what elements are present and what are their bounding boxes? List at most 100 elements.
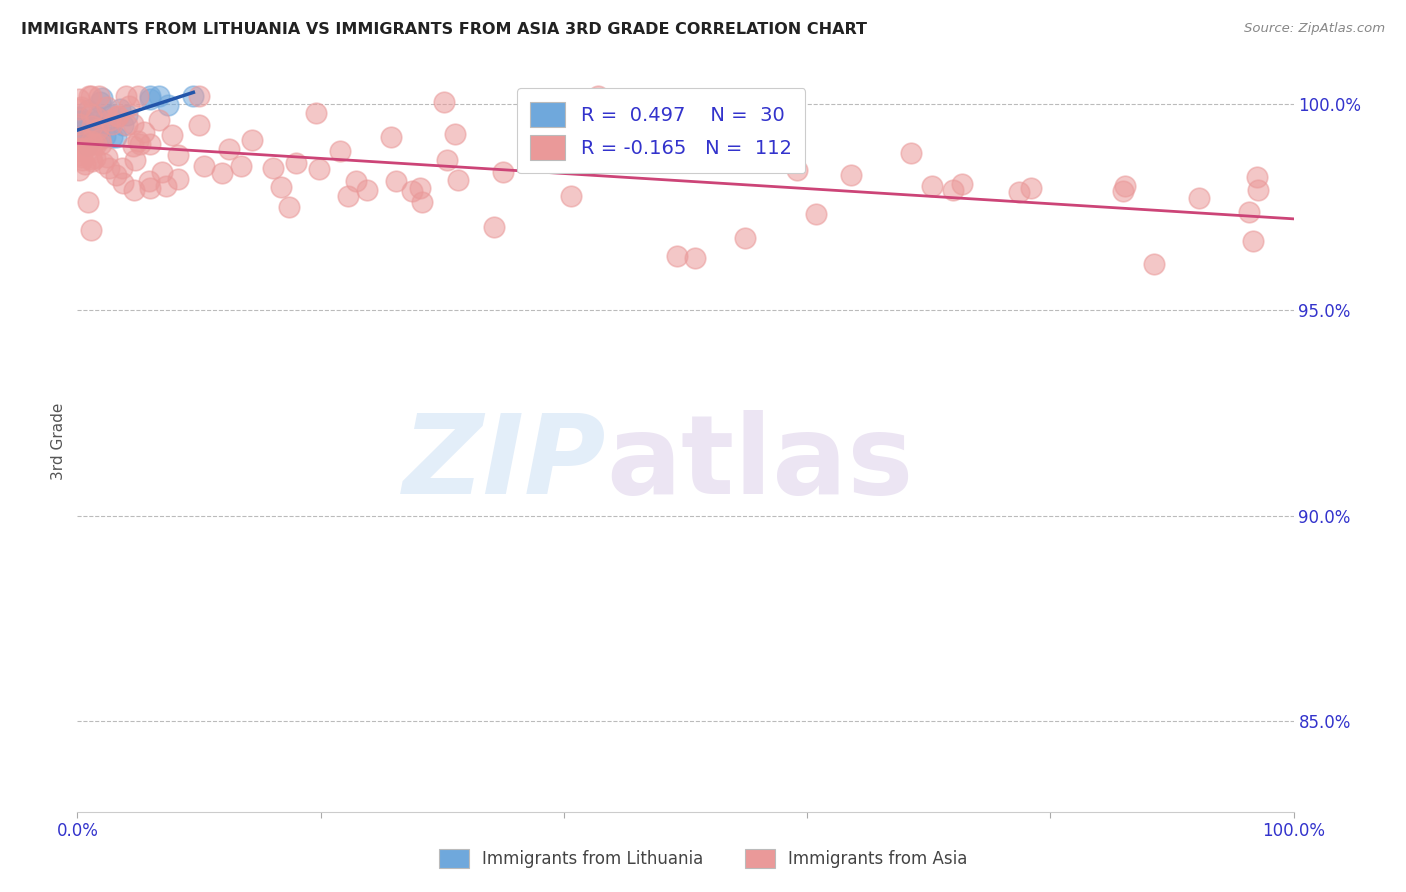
Point: [87, 121, 110, 136]
Point: [79, 152, 101, 166]
Point: [76, 138, 98, 153]
Point: [69, 114, 91, 128]
Point: [82, 137, 104, 152]
Point: [101, 129, 124, 144]
Point: [67, 141, 90, 155]
Point: [67, 162, 90, 177]
Point: [90, 136, 112, 151]
Legend: R =  0.497    N =  30, R = -0.165   N =  112: R = 0.497 N = 30, R = -0.165 N = 112: [517, 88, 806, 173]
Point: [75, 140, 97, 154]
Point: [122, 183, 145, 197]
Point: [70, 129, 93, 144]
Point: [139, 180, 162, 194]
Point: [100, 108, 122, 122]
Point: [104, 168, 127, 182]
Point: [127, 89, 149, 103]
Point: [270, 180, 292, 194]
Point: [86, 113, 108, 128]
Point: [167, 171, 190, 186]
Point: [86, 137, 108, 152]
Point: [67, 110, 90, 124]
Point: [148, 89, 170, 103]
Y-axis label: 3rd Grade: 3rd Grade: [51, 403, 66, 480]
Point: [806, 207, 828, 221]
Point: [1112, 184, 1135, 198]
Point: [218, 142, 240, 156]
Point: [69, 125, 91, 139]
Point: [148, 113, 170, 128]
Point: [401, 184, 423, 198]
Point: [1114, 179, 1136, 194]
Point: [900, 146, 922, 161]
Text: IMMIGRANTS FROM LITHUANIA VS IMMIGRANTS FROM ASIA 3RD GRADE CORRELATION CHART: IMMIGRANTS FROM LITHUANIA VS IMMIGRANTS …: [21, 22, 868, 37]
Point: [80, 120, 103, 134]
Point: [308, 162, 330, 177]
Point: [1247, 183, 1270, 197]
Point: [139, 136, 162, 151]
Point: [98, 113, 121, 128]
Point: [408, 181, 430, 195]
Point: [111, 176, 134, 190]
Point: [96, 151, 118, 165]
Point: [108, 102, 131, 116]
Point: [356, 183, 378, 197]
Point: [138, 173, 160, 187]
Point: [121, 117, 143, 131]
Point: [80, 134, 103, 148]
Point: [1241, 234, 1264, 248]
Point: [344, 174, 367, 188]
Point: [734, 231, 756, 245]
Point: [96, 100, 118, 114]
Point: [69, 130, 91, 145]
Point: [1008, 185, 1031, 199]
Point: [211, 166, 233, 180]
Point: [139, 92, 162, 106]
Point: [1021, 181, 1043, 195]
Point: [73, 132, 96, 146]
Point: [67, 117, 90, 131]
Point: [385, 174, 408, 188]
Point: [155, 179, 177, 194]
Point: [183, 89, 205, 103]
Point: [79, 89, 101, 103]
Point: [83, 151, 105, 165]
Point: [90, 91, 112, 105]
Point: [433, 95, 456, 110]
Point: [560, 189, 582, 203]
Point: [80, 131, 103, 145]
Point: [76, 103, 98, 117]
Point: [262, 161, 284, 176]
Point: [87, 110, 110, 124]
Point: [157, 98, 180, 112]
Point: [67, 93, 90, 107]
Point: [284, 156, 307, 170]
Point: [380, 130, 402, 145]
Point: [72, 153, 94, 167]
Point: [83, 121, 105, 136]
Point: [124, 153, 146, 167]
Point: [87, 89, 110, 103]
Point: [950, 177, 973, 191]
Legend: Immigrants from Lithuania, Immigrants from Asia: Immigrants from Lithuania, Immigrants fr…: [432, 842, 974, 875]
Point: [70, 100, 93, 114]
Point: [160, 128, 183, 142]
Point: [101, 117, 124, 131]
Point: [67, 102, 90, 116]
Point: [329, 144, 352, 158]
Point: [73, 157, 96, 171]
Point: [128, 136, 150, 151]
Point: [121, 138, 143, 153]
Point: [127, 134, 149, 148]
Point: [112, 118, 135, 132]
Point: [921, 178, 943, 193]
Point: [482, 220, 505, 235]
Point: [69, 150, 91, 164]
Text: Source: ZipAtlas.com: Source: ZipAtlas.com: [1244, 22, 1385, 36]
Point: [167, 148, 190, 162]
Point: [443, 127, 465, 141]
Point: [492, 165, 515, 179]
Point: [132, 125, 155, 139]
Point: [1187, 190, 1209, 204]
Point: [79, 223, 101, 237]
Point: [105, 129, 128, 144]
